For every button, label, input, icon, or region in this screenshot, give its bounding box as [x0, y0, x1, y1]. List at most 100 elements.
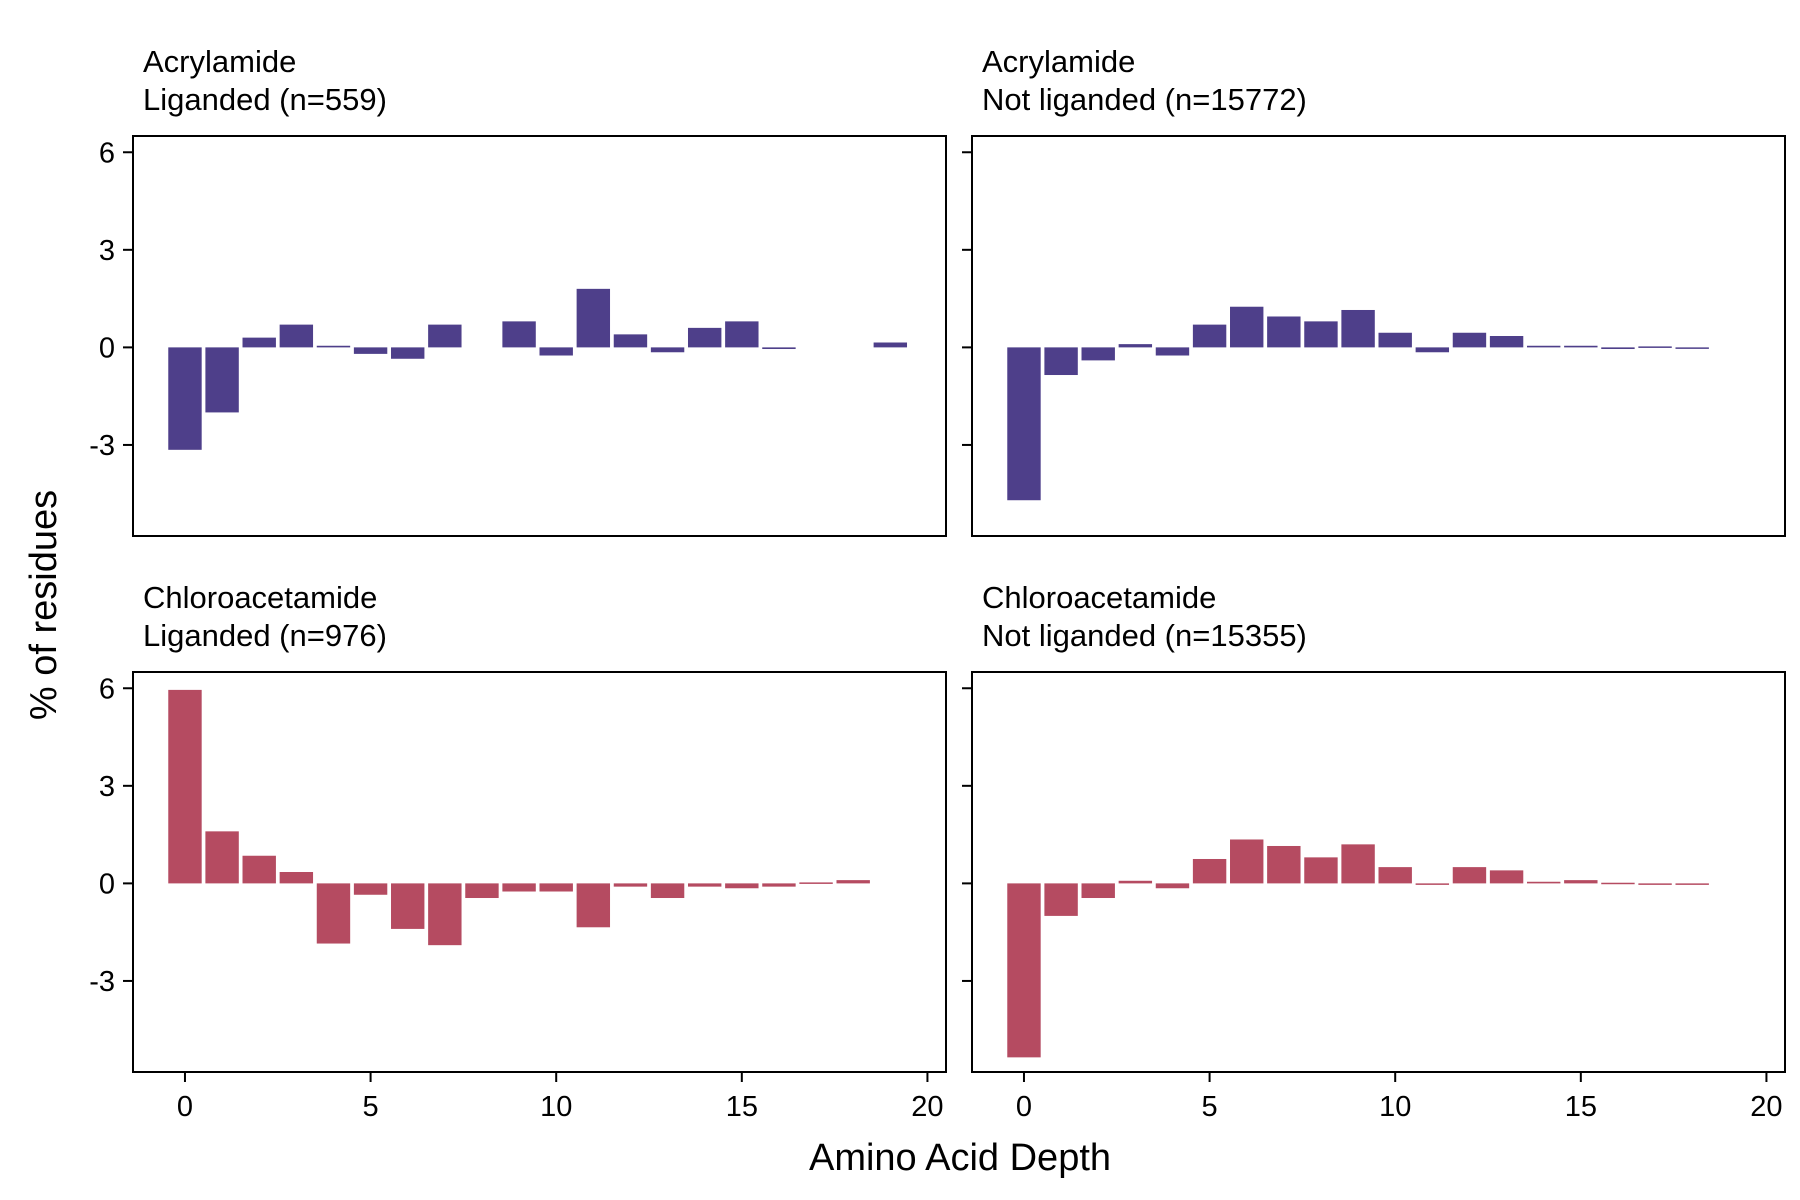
- panel-title-line1: Chloroacetamide: [143, 580, 377, 615]
- bar: [1304, 321, 1338, 348]
- bar: [1489, 870, 1524, 884]
- chart-panel-chloroacetamide-liganded: Chloroacetamide Liganded (n=976) -3 0 3 6 0 5…: [89, 580, 947, 1123]
- bar: [502, 321, 536, 348]
- x-tick-label: 5: [363, 1091, 379, 1123]
- bar: [1155, 883, 1190, 889]
- bar: [1601, 347, 1635, 350]
- bar: [873, 342, 908, 348]
- bar: [1304, 857, 1338, 884]
- bar: [650, 883, 685, 899]
- chart-panel-acrylamide-liganded: Acrylamide Liganded (n=559) -3 0 3 6: [89, 44, 947, 537]
- bar: [1638, 883, 1672, 885]
- y-tick-label: 3: [99, 235, 115, 267]
- x-tick-label: 0: [1016, 1091, 1032, 1123]
- panel-title-line1: Acrylamide: [143, 44, 296, 79]
- plot-frame: [971, 135, 1786, 537]
- bar: [576, 288, 611, 348]
- bar: [1192, 324, 1227, 348]
- y-tick-label: -3: [89, 966, 115, 998]
- x-tick-label: 20: [911, 1091, 943, 1123]
- bar: [539, 347, 573, 356]
- bar: [1341, 844, 1375, 884]
- plot-frame: [132, 135, 947, 537]
- bar: [1564, 345, 1598, 348]
- bar: [725, 883, 759, 889]
- bar-group: [1007, 839, 1709, 1058]
- bar: [316, 883, 351, 944]
- bar: [1638, 346, 1672, 348]
- panel-title-line1: Acrylamide: [982, 44, 1135, 79]
- bar: [1564, 880, 1598, 884]
- bar: [1044, 347, 1078, 376]
- y-tick-label: 0: [99, 332, 115, 364]
- bar-group: [1007, 306, 1709, 501]
- y-tick-label: 6: [99, 673, 115, 705]
- y-tick-label: 3: [99, 771, 115, 803]
- bar: [1118, 344, 1153, 348]
- bar: [799, 882, 833, 884]
- bar: [353, 347, 388, 354]
- bar: [428, 324, 462, 348]
- bar: [1526, 881, 1561, 884]
- bar: [1675, 347, 1709, 349]
- plot-frame: [132, 671, 947, 1073]
- panel-title-line2: Not liganded (n=15772): [982, 82, 1307, 117]
- bar: [391, 347, 425, 359]
- y-axis-title: % of residues: [23, 490, 65, 720]
- bar-group: [168, 288, 908, 450]
- x-tick-label: 20: [1750, 1091, 1782, 1123]
- bar: [391, 883, 425, 929]
- bar: [168, 689, 202, 884]
- panel-title-line2: Liganded (n=559): [143, 82, 387, 117]
- bar: [1378, 332, 1412, 348]
- bar: [1675, 883, 1709, 885]
- bar: [650, 347, 685, 353]
- y-tick-label: 0: [99, 868, 115, 900]
- bar: [428, 883, 462, 946]
- bar: [279, 324, 314, 348]
- bar: [1007, 883, 1041, 1058]
- bar: [168, 347, 202, 450]
- bar: [1415, 883, 1450, 885]
- x-tick-label: 0: [177, 1091, 193, 1123]
- bar: [279, 872, 314, 884]
- x-tick-label: 5: [1202, 1091, 1218, 1123]
- bar: [576, 883, 611, 928]
- bar: [242, 855, 276, 884]
- bar: [1081, 883, 1115, 899]
- x-tick-label: 10: [1379, 1091, 1411, 1123]
- x-tick-label: 15: [726, 1091, 758, 1123]
- bar: [353, 883, 388, 895]
- chart-panel-acrylamide-not-liganded: Acrylamide Not liganded (n=15772): [962, 44, 1786, 537]
- x-tick-label: 10: [540, 1091, 572, 1123]
- bar: [613, 883, 648, 887]
- bar: [1230, 839, 1264, 884]
- bar: [1044, 883, 1078, 916]
- bar: [762, 347, 796, 350]
- bar: [1415, 347, 1450, 353]
- bar: [205, 347, 239, 413]
- panel-title-line2: Not liganded (n=15355): [982, 618, 1307, 653]
- bar: [725, 321, 759, 348]
- panel-title-line2: Liganded (n=976): [143, 618, 387, 653]
- bar: [613, 334, 648, 348]
- x-tick-label: 15: [1565, 1091, 1597, 1123]
- bar: [1601, 882, 1635, 885]
- bar: [1155, 347, 1190, 356]
- bar: [1378, 867, 1412, 884]
- y-tick-label: 6: [99, 137, 115, 169]
- bar: [205, 831, 239, 884]
- bar: [242, 337, 276, 348]
- bar: [539, 883, 573, 892]
- bar: [687, 883, 722, 887]
- bar: [836, 880, 870, 884]
- chart-panel-chloroacetamide-not-liganded: Chloroacetamide Not liganded (n=15355) 0…: [962, 580, 1786, 1123]
- bar: [1081, 347, 1115, 361]
- bar: [1118, 880, 1153, 884]
- x-axis-title: Amino Acid Depth: [809, 1137, 1111, 1179]
- bar: [1267, 316, 1301, 348]
- bar: [1267, 845, 1301, 884]
- bar: [465, 883, 499, 899]
- bar: [1526, 345, 1561, 348]
